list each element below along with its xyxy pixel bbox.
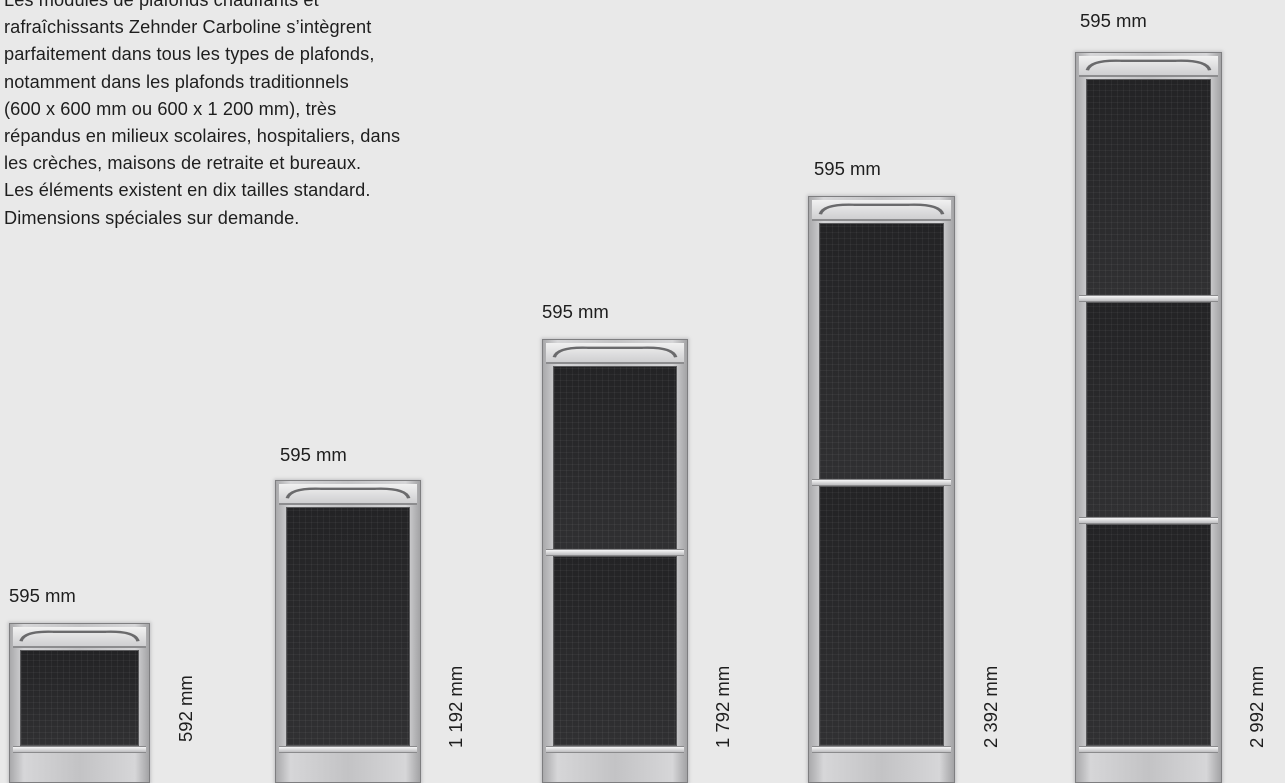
module-2-height-label: 1 192 mm [445, 665, 466, 748]
module-4-panel-1 [819, 223, 944, 480]
intro-line: notamment dans les plafonds traditionnel… [4, 71, 349, 92]
module-4-height-label: 2 392 mm [980, 665, 1001, 748]
module-3-height-label: 1 792 mm [712, 665, 733, 748]
intro-line: Les éléments existent en dix tailles sta… [4, 180, 371, 201]
module-3-header [546, 343, 684, 364]
module-5-image [1075, 52, 1222, 783]
module-4-header [812, 200, 951, 221]
module-1-width-label: 595 mm [9, 585, 76, 606]
module-1-bar [13, 746, 146, 753]
module-3-panel-2 [553, 556, 677, 746]
module-4-divider [812, 479, 951, 486]
module-3-divider [546, 549, 684, 556]
module-1-panel [20, 650, 139, 746]
module-3-width-label: 595 mm [542, 301, 609, 322]
module-5-panel-3 [1086, 524, 1211, 746]
intro-line: (600 x 600 mm ou 600 x 1 200 mm), très [4, 98, 337, 119]
intro-line: répandus en milieux scolaires, hospitali… [4, 126, 401, 147]
module-1-image [9, 623, 150, 783]
intro-line: Dimensions spéciales sur demande. [4, 207, 300, 228]
module-2-panel [286, 507, 410, 746]
intro-text: Les modules de plafonds chauffants et ra… [4, 0, 504, 232]
module-1-height-label: 592 mm [175, 675, 196, 742]
intro-line: parfaitement dans tous les types de plaf… [4, 44, 375, 65]
module-4-width-label: 595 mm [814, 158, 881, 179]
intro-line: les crèches, maisons de retraite et bure… [4, 153, 362, 174]
module-5-divider-1 [1079, 295, 1218, 302]
module-2-bar [279, 746, 417, 753]
module-4-image [808, 196, 955, 783]
module-3-panel-1 [553, 366, 677, 550]
module-2-width-label: 595 mm [280, 444, 347, 465]
module-3-bar [546, 746, 684, 753]
module-5-bar [1079, 746, 1218, 753]
module-2-header [279, 484, 417, 505]
module-5-panel-2 [1086, 302, 1211, 518]
module-5-divider-2 [1079, 517, 1218, 524]
intro-line: Les modules de plafonds chauffants et [4, 0, 319, 10]
intro-line: rafraîchissants Zehnder Carboline s’intè… [4, 17, 372, 38]
module-5-width-label: 595 mm [1080, 10, 1147, 31]
module-5-header [1079, 56, 1218, 77]
module-1-header [13, 627, 146, 648]
module-4-panel-2 [819, 486, 944, 746]
module-3-image [542, 339, 688, 783]
module-4-bar [812, 746, 951, 753]
module-5-height-label: 2 992 mm [1246, 665, 1267, 748]
module-2-image [275, 480, 421, 783]
module-5-panel-1 [1086, 79, 1211, 296]
